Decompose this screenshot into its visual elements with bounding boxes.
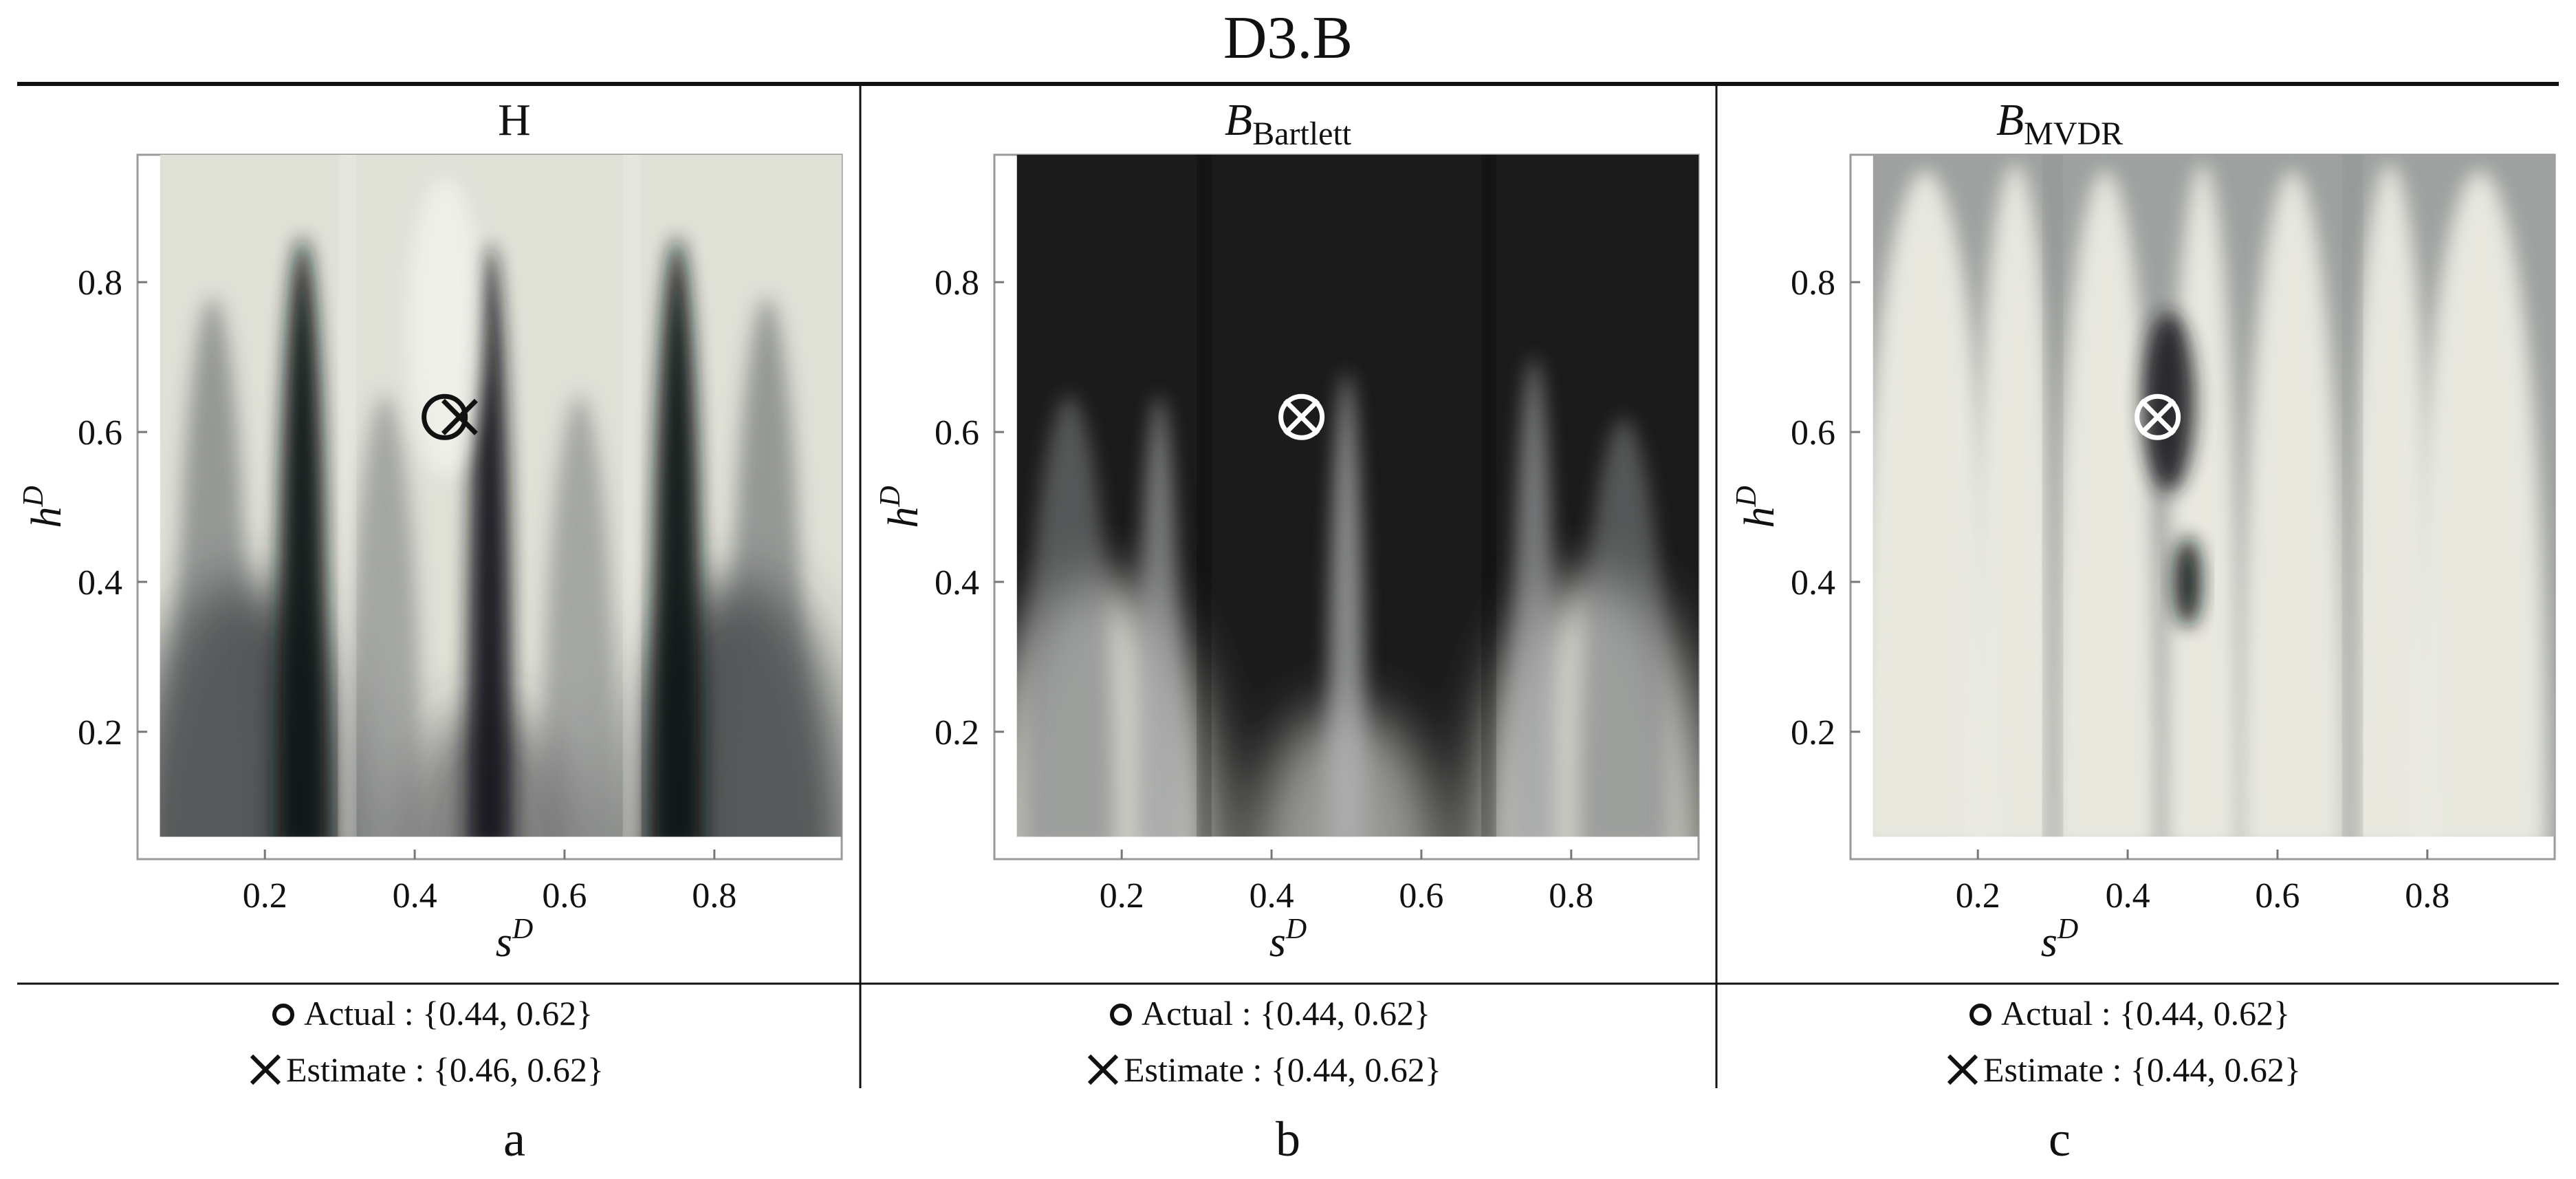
actual-marker [422, 393, 468, 440]
y-axis-label: hD [1731, 486, 1783, 528]
heatmap-stripe [1485, 155, 1493, 837]
legend-estimate-icon [1947, 1054, 1978, 1085]
actual-marker [1278, 393, 1325, 440]
heatmap-stripe [2047, 155, 2058, 837]
y-axis-label: hD [18, 486, 70, 528]
x-tick-label: 0.4 [1249, 876, 1294, 916]
y-tick-label: 0.6 [1791, 413, 1835, 453]
x-tick-label: 0.6 [1399, 876, 1443, 916]
panel-title: BBartlett [1225, 95, 1352, 152]
heatmap-ridge [1327, 371, 1366, 837]
heatmap-ridge [2053, 169, 2158, 837]
heatmap-ridge [467, 244, 512, 837]
heatmap-ridge [729, 296, 805, 837]
y-tick-label: 0.6 [935, 413, 979, 453]
y-axis-label: hD [875, 486, 927, 528]
heatmap-stripe [627, 155, 637, 837]
legend-actual-label: Actual : {0.44, 0.62} [2001, 994, 2290, 1032]
heatmap-ridge [1024, 394, 1115, 837]
heatmap-ridge [276, 237, 329, 837]
heatmap-area [1016, 155, 1699, 837]
panel-title: BMVDR [1996, 95, 2123, 152]
x-tick-label: 0.8 [1549, 876, 1593, 916]
x-tick-label: 0.6 [2255, 876, 2300, 916]
heatmap-ridge [1873, 169, 1993, 837]
estimate-marker [441, 398, 478, 435]
x-tick-label: 0.8 [692, 876, 736, 916]
panel-letter-c: c [2049, 1112, 2071, 1167]
estimate-marker [2139, 398, 2176, 435]
panel-letter-b: b [1276, 1112, 1300, 1167]
heatmap-ridge [1578, 417, 1669, 837]
legend-estimate-icon [250, 1054, 281, 1085]
heatmap-ridge [2240, 169, 2345, 837]
y-tick-label: 0.2 [78, 713, 122, 753]
heatmap-ridge [2412, 169, 2548, 837]
x-axis-label: sD [1269, 913, 1307, 966]
heatmap-area [1873, 155, 2555, 837]
legend-estimate-label: Estimate : {0.44, 0.62} [1983, 1050, 2301, 1089]
y-tick-label: 0.8 [1791, 263, 1835, 303]
y-tick-label: 0.4 [1791, 563, 1835, 603]
x-axis-label: sD [496, 913, 533, 966]
legend-actual-label: Actual : {0.44, 0.62} [304, 994, 593, 1032]
heatmap-ridge [542, 394, 618, 837]
heatmap-ridge [2345, 162, 2435, 837]
panel-B_MVDR: 0.2 0.4 0.6 0.8 0.2 0.4 0.6 0.8 BMVDR sD hD Actual … [1731, 95, 2556, 1089]
legend: Actual : {0.44, 0.62} Estimate : {0.46, 0… [250, 994, 604, 1089]
heatmap-ridge [651, 237, 703, 837]
heatmap-patch [407, 177, 483, 477]
heatmap-stripe [1200, 155, 1208, 837]
legend: Actual : {0.44, 0.62} Estimate : {0.44, 0… [1087, 994, 1441, 1089]
legend-actual-icon [1969, 1004, 1991, 1026]
heatmap-ridge [347, 394, 422, 837]
heatmap-area [160, 155, 842, 837]
x-tick-label: 0.2 [1956, 876, 2000, 916]
y-tick-label: 0.8 [78, 263, 122, 303]
legend: Actual : {0.44, 0.62} Estimate : {0.44, 0… [1947, 994, 2301, 1089]
legend-actual-icon [272, 1004, 294, 1026]
panel-H: 0.2 0.4 0.6 0.8 0.2 0.4 0.6 0.8 HsD hD Actual : {0… [18, 95, 843, 1089]
heatmap-ridge [1511, 357, 1556, 837]
heatmap-ridge [1970, 162, 2060, 837]
actual-marker [2135, 393, 2181, 440]
x-axis-label: sD [2041, 913, 2078, 966]
x-tick-label: 0.4 [2106, 876, 2150, 916]
heatmap-stripe [2347, 155, 2358, 837]
panel-title: H [498, 95, 531, 145]
panel-letter-a: a [503, 1112, 525, 1167]
figure-title: D3.B [1223, 5, 1353, 72]
legend-estimate-label: Estimate : {0.46, 0.62} [286, 1050, 604, 1089]
panel-B_Bartlett: 0.2 0.4 0.6 0.8 0.2 0.4 0.6 0.8 BBartlett sD hD Act… [875, 95, 1700, 1089]
legend-actual-label: Actual : {0.44, 0.62} [1142, 994, 1430, 1032]
y-tick-label: 0.6 [78, 413, 122, 453]
y-tick-label: 0.4 [78, 563, 122, 603]
heatmap-patch [2174, 537, 2201, 627]
x-tick-label: 0.2 [243, 876, 287, 916]
estimate-marker [1283, 398, 1320, 435]
legend-estimate-label: Estimate : {0.44, 0.62} [1124, 1050, 1441, 1089]
legend-actual-icon [1110, 1004, 1132, 1026]
legend-estimate-icon [1087, 1054, 1119, 1085]
heatmap-ridge [1137, 394, 1182, 837]
y-tick-label: 0.2 [935, 713, 979, 753]
heatmap-stripe [342, 155, 352, 837]
y-tick-label: 0.4 [935, 563, 979, 603]
heatmap-ridge [175, 296, 250, 837]
x-tick-label: 0.4 [393, 876, 437, 916]
x-tick-label: 0.2 [1100, 876, 1144, 916]
y-tick-label: 0.8 [935, 263, 979, 303]
x-tick-label: 0.6 [542, 876, 587, 916]
y-tick-label: 0.2 [1791, 713, 1835, 753]
x-tick-label: 0.8 [2405, 876, 2449, 916]
